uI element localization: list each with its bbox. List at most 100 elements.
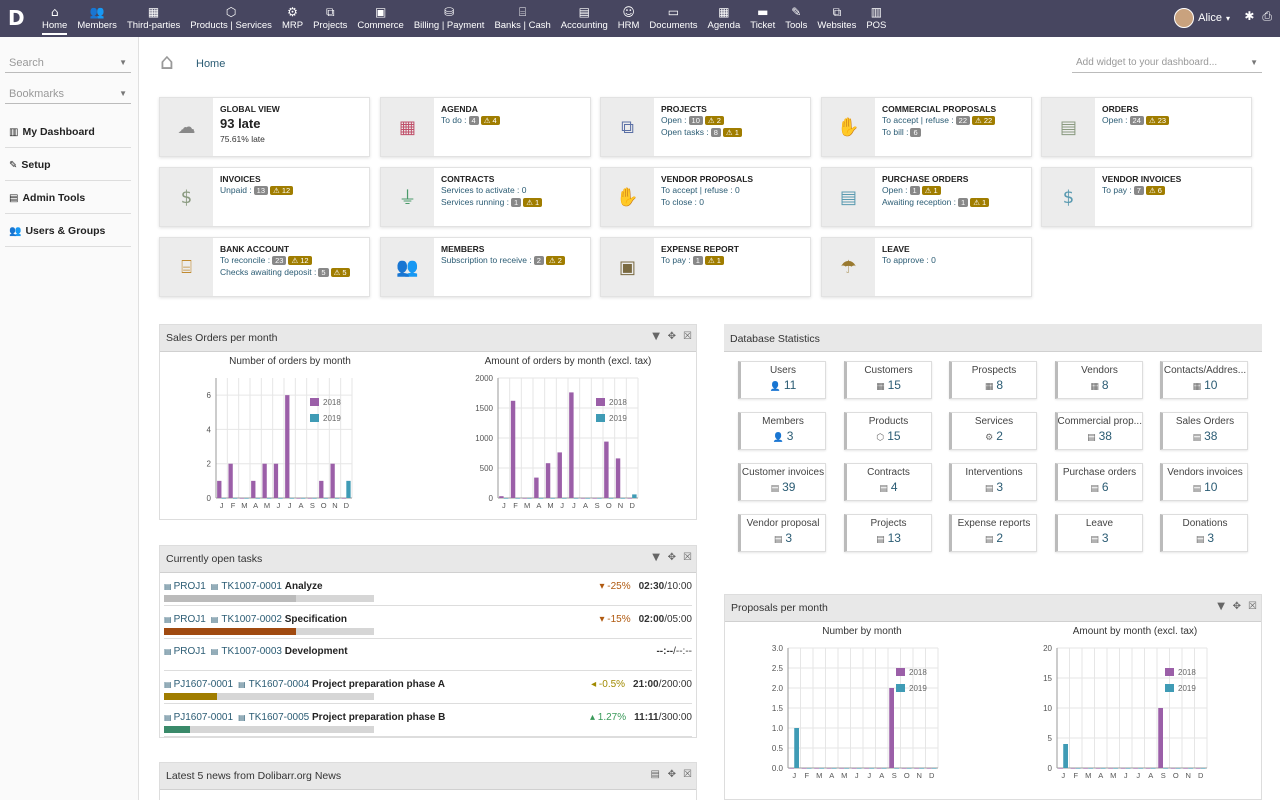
stat-customers[interactable]: Customers ▦ 15 xyxy=(843,361,932,399)
box-line[interactable]: Services running :1 ⚠ 1 xyxy=(441,197,543,207)
print-icon[interactable]: ⎙ xyxy=(1262,9,1272,23)
stat-leave[interactable]: Leave ▤ 3 xyxy=(1054,514,1143,552)
task-ref[interactable]: TK1007-0003 xyxy=(221,646,282,658)
stat-expense-reports[interactable]: Expense reports ▤ 2 xyxy=(949,514,1037,552)
box-vendor-invoices[interactable]: $ VENDOR INVOICES To pay :7 ⚠ 6 xyxy=(1041,167,1252,227)
box-global-view[interactable]: ☁ GLOBAL VIEW 93 late 75.61% late xyxy=(159,97,370,157)
stat-vendors[interactable]: Vendors ▦ 8 xyxy=(1054,361,1143,399)
project-ref[interactable]: PROJ1 xyxy=(173,646,206,658)
box-line[interactable]: Open :10 ⚠ 2 xyxy=(661,115,724,125)
box-leave[interactable]: ☂ LEAVE To approve : 0 xyxy=(821,237,1032,297)
task-row[interactable]: ▤ PJ1607-0001 ▤ TK1607-0004 Project prepara… xyxy=(164,674,692,705)
move-icon[interactable]: ✥ xyxy=(667,769,676,780)
add-widget-select[interactable]: Add widget to your dashboard... ▼ xyxy=(1072,55,1262,73)
project-ref[interactable]: PROJ1 xyxy=(173,581,206,592)
sidebar-item-users-groups[interactable]: 👥 Users & Groups xyxy=(5,215,131,247)
box-line[interactable]: To pay :7 ⚠ 6 xyxy=(1102,185,1165,195)
move-icon[interactable]: ✥ xyxy=(1232,601,1241,612)
box-line[interactable]: Open tasks :8 ⚠ 1 xyxy=(661,127,742,137)
box-bank-account[interactable]: ⌸ BANK ACCOUNT To reconcile :23 ⚠ 12 Checks … xyxy=(159,237,370,297)
task-ref[interactable]: TK1007-0001 xyxy=(221,581,282,592)
menu-item-pos[interactable]: ▥ POS xyxy=(861,0,891,37)
task-ref[interactable]: TK1607-0004 xyxy=(248,679,310,691)
stat-commercial-prop-[interactable]: Commercial prop... ▤ 38 xyxy=(1054,412,1143,450)
close-icon[interactable]: ☒ xyxy=(683,552,692,563)
stat-vendors-invoices[interactable]: Vendors invoices ▤ 10 xyxy=(1160,463,1248,501)
box-line[interactable]: To accept | refuse : 0 xyxy=(661,185,740,195)
stat-interventions[interactable]: Interventions ▤ 3 xyxy=(949,463,1037,501)
box-line[interactable]: To reconcile :23 ⚠ 12 xyxy=(220,255,312,265)
close-icon[interactable]: ☒ xyxy=(1248,601,1257,612)
box-line[interactable]: Unpaid :13 ⚠ 12 xyxy=(220,185,294,195)
filter-icon[interactable]: ▼ xyxy=(652,331,660,342)
project-ref[interactable]: PROJ1 xyxy=(173,613,206,625)
box-line[interactable]: To accept | refuse :22 ⚠ 22 xyxy=(882,115,996,125)
bug-icon[interactable]: ✱ xyxy=(1244,9,1255,23)
box-projects[interactable]: ⧉ PROJECTS Open :10 ⚠ 2 Open tasks :8 ⚠ 1 xyxy=(600,97,811,157)
menu-item-tools[interactable]: ✎ Tools xyxy=(780,0,812,37)
sidebar-item-setup[interactable]: ✎ Setup xyxy=(5,149,131,181)
task-ref[interactable]: TK1007-0002 xyxy=(221,613,282,625)
box-line[interactable]: To do :4 ⚠ 4 xyxy=(441,115,500,125)
stat-sales-orders[interactable]: Sales Orders ▤ 38 xyxy=(1160,412,1248,450)
box-invoices[interactable]: $ INVOICES Unpaid :13 ⚠ 12 xyxy=(159,167,370,227)
stat-vendor-proposal[interactable]: Vendor proposal ▤ 3 xyxy=(738,514,826,552)
menu-item-hrm[interactable]: ☺ HRM xyxy=(613,0,645,37)
close-icon[interactable]: ☒ xyxy=(683,331,692,342)
menu-item-accounting[interactable]: ▤ Accounting xyxy=(556,0,613,37)
box-members[interactable]: 👥 MEMBERS Subscription to receive :2 ⚠ 2 xyxy=(380,237,591,297)
stat-customer-invoices[interactable]: Customer invoices ▤ 39 xyxy=(738,463,826,501)
box-line[interactable]: Subscription to receive :2 ⚠ 2 xyxy=(441,255,565,265)
box-expense-report[interactable]: ▣ EXPENSE REPORT To pay :1 ⚠ 1 xyxy=(600,237,811,297)
menu-item-projects[interactable]: ⧉ Projects xyxy=(308,0,352,37)
box-line[interactable]: Services to activate : 0 xyxy=(441,185,527,195)
box-line[interactable]: Open :1 ⚠ 1 xyxy=(882,185,941,195)
task-row[interactable]: ▤ PROJ1 ▤ TK1007-0002 Specification ▾ -15% 02… xyxy=(164,609,692,639)
box-line[interactable]: Checks awaiting deposit :5 ⚠ 5 xyxy=(220,267,350,277)
sidebar-item-my-dashboard[interactable]: ▥ My Dashboard xyxy=(5,116,131,148)
move-icon[interactable]: ✥ xyxy=(667,552,676,563)
stat-users[interactable]: Users 👤 11 xyxy=(738,361,826,399)
box-orders[interactable]: ▤ ORDERS Open :24 ⚠ 23 xyxy=(1041,97,1252,157)
box-agenda[interactable]: ▦ AGENDA To do :4 ⚠ 4 xyxy=(380,97,591,157)
box-line[interactable]: To close : 0 xyxy=(661,197,704,207)
task-row[interactable]: ▤ PROJ1 ▤ TK1007-0003 Development --:--/--:-… xyxy=(164,641,692,672)
project-ref[interactable]: PJ1607-0001 xyxy=(173,711,234,723)
stat-projects[interactable]: Projects ▤ 13 xyxy=(843,514,932,552)
box-line[interactable]: To approve : 0 xyxy=(882,255,936,265)
stat-contracts[interactable]: Contracts ▤ 4 xyxy=(843,463,932,501)
bookmarks-select[interactable]: Bookmarks ▼ xyxy=(5,84,131,104)
box-purchase-orders[interactable]: ▤ PURCHASE ORDERS Open :1 ⚠ 1 Awaiting recep… xyxy=(821,167,1032,227)
menu-item-home[interactable]: ⌂ Home xyxy=(37,0,72,37)
menu-item-agenda[interactable]: ▦ Agenda xyxy=(702,0,745,37)
box-commercial-proposals[interactable]: ✋ COMMERCIAL PROPOSALS To accept | refuse … xyxy=(821,97,1032,157)
stat-purchase-orders[interactable]: Purchase orders ▤ 6 xyxy=(1054,463,1143,501)
user-menu[interactable]: Alice ▾ xyxy=(1174,8,1230,28)
breadcrumb[interactable]: Home xyxy=(196,58,226,70)
move-icon[interactable]: ✥ xyxy=(667,331,676,342)
close-icon[interactable]: ☒ xyxy=(683,769,692,780)
box-line[interactable]: To bill :6 xyxy=(882,127,921,137)
sidebar-item-admin-tools[interactable]: ▤ Admin Tools xyxy=(5,182,131,214)
box-contracts[interactable]: ⏚ CONTRACTS Services to activate : 0 Servic… xyxy=(380,167,591,227)
menu-item-billing-payment[interactable]: ⛁ Billing | Payment xyxy=(409,0,490,37)
menu-item-third-parties[interactable]: ▦ Third-parties xyxy=(122,0,185,37)
box-line[interactable]: To pay :1 ⚠ 1 xyxy=(661,255,724,265)
box-vendor-proposals[interactable]: ✋ VENDOR PROPOSALS To accept | refuse : 0 T… xyxy=(600,167,811,227)
task-row[interactable]: ▤ PJ1607-0001 ▤ TK1607-0005 Project prepara… xyxy=(164,707,692,737)
stat-products[interactable]: Products ⬡ 15 xyxy=(843,412,932,450)
stat-contacts-addres-[interactable]: Contacts/Addres... ▦ 10 xyxy=(1160,361,1248,399)
box-line[interactable]: Awaiting reception :1 ⚠ 1 xyxy=(882,197,990,207)
stat-members[interactable]: Members 👤 3 xyxy=(738,412,826,450)
project-ref[interactable]: PJ1607-0001 xyxy=(173,679,234,691)
menu-item-ticket[interactable]: ▬ Ticket xyxy=(745,0,780,37)
menu-item-documents[interactable]: ▭ Documents xyxy=(644,0,702,37)
stat-services[interactable]: Services ⚙ 2 xyxy=(949,412,1037,450)
filter-icon[interactable]: ▼ xyxy=(652,552,660,563)
rss-icon[interactable]: ▤ xyxy=(650,769,660,780)
menu-item-mrp[interactable]: ⚙ MRP xyxy=(277,0,308,37)
box-line[interactable]: Open :24 ⚠ 23 xyxy=(1102,115,1170,125)
menu-item-members[interactable]: 👥 Members xyxy=(72,0,122,37)
search-select[interactable]: Search ▼ xyxy=(5,53,131,73)
stat-donations[interactable]: Donations ▤ 3 xyxy=(1160,514,1248,552)
